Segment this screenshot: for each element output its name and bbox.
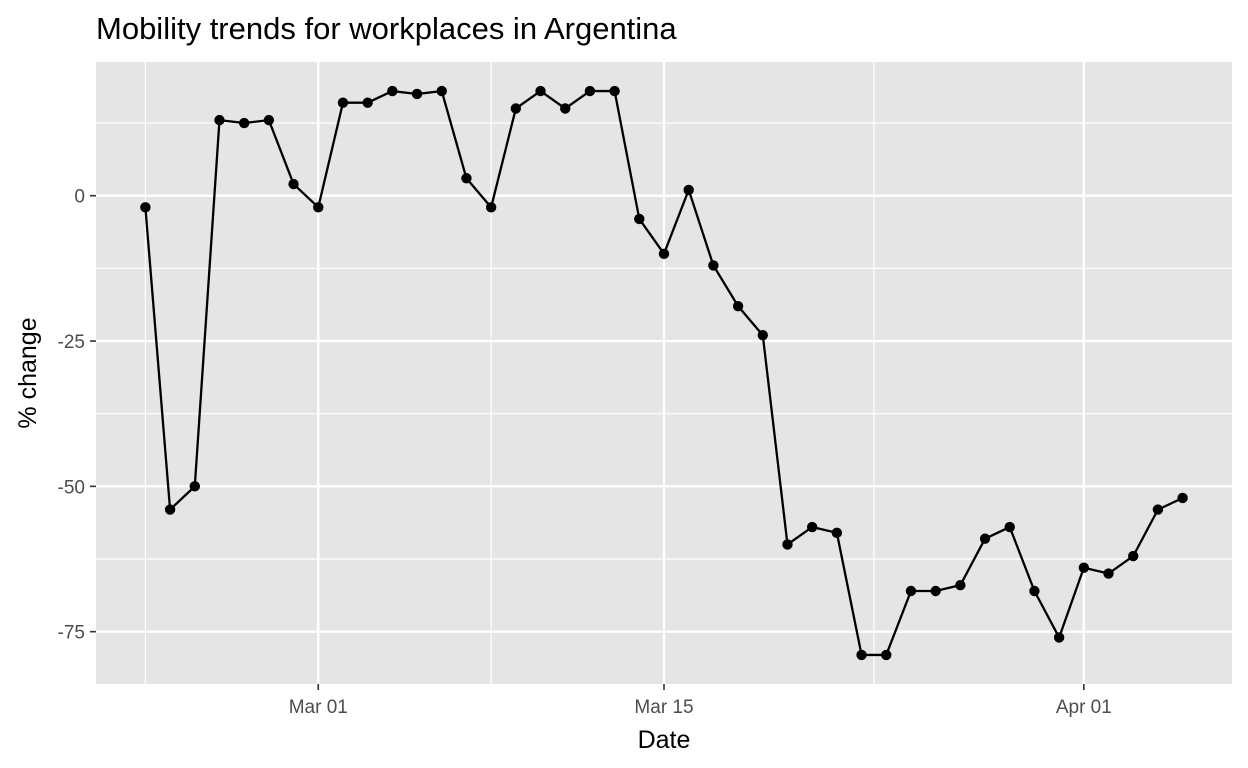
- data-point: [560, 103, 571, 114]
- data-point: [708, 260, 719, 271]
- data-point: [362, 97, 373, 108]
- data-point: [1078, 562, 1090, 573]
- data-point: [831, 527, 843, 539]
- y-tick-label: -75: [58, 623, 85, 644]
- data-point: [806, 521, 818, 533]
- data-point: [658, 248, 670, 260]
- data-point: [485, 202, 497, 213]
- y-tick-label: 0: [74, 187, 85, 208]
- data-point: [214, 114, 225, 126]
- data-point: [979, 533, 991, 544]
- data-point: [387, 85, 398, 97]
- data-point: [584, 85, 596, 97]
- data-point: [337, 97, 349, 108]
- data-point: [535, 85, 546, 97]
- data-point: [411, 88, 423, 100]
- data-point: [782, 539, 793, 550]
- data-point: [856, 649, 867, 661]
- data-point: [732, 300, 744, 312]
- grid-major: [96, 62, 1232, 684]
- data-point: [288, 178, 299, 190]
- data-point: [1053, 632, 1065, 643]
- data-point: [436, 85, 447, 97]
- y-tick-label: -25: [58, 332, 85, 353]
- data-point: [461, 173, 472, 184]
- x-tick-label: Mar 01: [289, 697, 348, 718]
- data-point: [1152, 504, 1164, 515]
- data-point: [757, 330, 768, 341]
- data-point: [313, 202, 324, 213]
- data-point: [1177, 492, 1188, 504]
- data-point: [1004, 521, 1015, 533]
- x-tick-label: Mar 15: [634, 697, 693, 718]
- data-point: [609, 85, 620, 97]
- x-axis-title: Date: [638, 726, 691, 754]
- data-point: [1029, 585, 1040, 597]
- data-point: [634, 213, 645, 225]
- data-point: [905, 585, 917, 597]
- x-tick-label: Apr 01: [1056, 697, 1112, 718]
- data-point: [189, 481, 200, 492]
- data-point: [1128, 550, 1139, 562]
- data-point: [930, 585, 941, 597]
- data-point: [683, 184, 694, 196]
- data-point: [881, 649, 892, 661]
- data-point: [1103, 568, 1114, 579]
- series-workplaces: [140, 85, 1188, 661]
- y-axis-title: % change: [14, 317, 42, 428]
- y-tick-label: -50: [58, 477, 85, 498]
- data-point: [263, 114, 275, 126]
- data-point: [140, 202, 151, 213]
- chart-title: Mobility trends for workplaces in Argent…: [96, 11, 677, 46]
- data-point: [510, 103, 522, 114]
- data-point: [164, 504, 176, 515]
- data-point: [238, 117, 250, 129]
- x-axis: Mar 01 Mar 15 Apr 01: [289, 684, 1112, 718]
- y-axis: 0 -25 -50 -75: [58, 187, 96, 644]
- data-point: [955, 579, 966, 591]
